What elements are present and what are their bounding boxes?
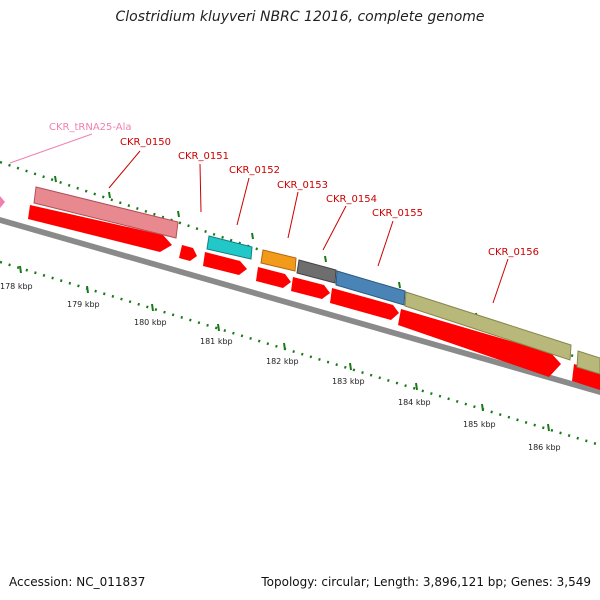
label-leaders bbox=[9, 133, 509, 304]
gene-block-ckr-0156 bbox=[576, 350, 600, 375]
major-tick bbox=[19, 265, 22, 274]
cds-arrow bbox=[398, 309, 561, 377]
leader-line-ckr-0154 bbox=[322, 205, 347, 251]
kbp-label: 184 kbp bbox=[398, 398, 431, 407]
gene-label-ckr-0153: CKR_0153 bbox=[277, 180, 328, 191]
leader-line-trna bbox=[9, 133, 93, 164]
major-tick bbox=[151, 303, 154, 312]
cds-track bbox=[28, 205, 600, 390]
major-tick bbox=[108, 191, 111, 199]
major-tick bbox=[415, 382, 418, 391]
gene-label-ckr-0152: CKR_0152 bbox=[229, 165, 280, 176]
gene-label-ckr-0156: CKR_0156 bbox=[488, 247, 539, 258]
major-tick bbox=[324, 255, 327, 263]
genome-backbone bbox=[0, 217, 600, 395]
major-tick bbox=[349, 362, 352, 371]
leader-line-ckr-0150 bbox=[108, 150, 141, 189]
kbp-label: 182 kbp bbox=[266, 357, 299, 366]
trna-marker bbox=[0, 196, 5, 208]
gene-block-ckr-0155 bbox=[404, 291, 572, 361]
inner-tick-track bbox=[0, 260, 600, 447]
major-tick bbox=[177, 210, 180, 218]
accession-text: Accession: NC_011837 bbox=[9, 575, 146, 589]
leader-line-ckr-0156 bbox=[492, 258, 509, 304]
cds-arrow bbox=[28, 205, 172, 252]
gene-features bbox=[33, 186, 600, 375]
kbp-label: 180 kbp bbox=[134, 318, 167, 327]
cds-arrow bbox=[203, 252, 247, 275]
kbp-label: 181 kbp bbox=[200, 337, 233, 346]
cds-arrow bbox=[179, 245, 197, 261]
cds-arrow bbox=[330, 288, 399, 320]
major-tick bbox=[547, 423, 550, 432]
cds-arrow bbox=[256, 267, 291, 288]
gene-block-ckr-0151 bbox=[206, 235, 253, 260]
kbp-label: 179 kbp bbox=[67, 300, 100, 309]
major-tick bbox=[251, 232, 254, 240]
major-tick bbox=[217, 323, 220, 332]
gene-block-ckr-0153 bbox=[296, 259, 337, 284]
kbp-label: 178 kbp bbox=[0, 282, 33, 291]
major-tick bbox=[283, 342, 286, 351]
gene-label-ckr-0154: CKR_0154 bbox=[326, 194, 377, 205]
gene-block-ckr-0150 bbox=[33, 186, 179, 239]
kbp-label: 183 kbp bbox=[332, 377, 365, 386]
gene-label-ckr-0155: CKR_0155 bbox=[372, 208, 423, 219]
gene-block-ckr-0152 bbox=[260, 249, 297, 272]
leader-line-ckr-0153 bbox=[287, 191, 299, 239]
gene-block-ckr-0154 bbox=[335, 270, 406, 306]
major-tick bbox=[86, 285, 89, 294]
kbp-label: 186 kbp bbox=[528, 443, 561, 452]
map-title: Clostridium kluyveri NBRC 12016, complet… bbox=[115, 9, 485, 25]
leader-line-ckr-0152 bbox=[236, 177, 250, 226]
major-tick bbox=[398, 281, 401, 289]
gene-label-ckr-0150: CKR_0150 bbox=[120, 137, 171, 148]
leader-line-ckr-0155 bbox=[377, 220, 394, 267]
gene-label-ckr-0151: CKR_0151 bbox=[178, 151, 229, 162]
kbp-labels: 178 kbp 179 kbp 180 kbp 181 kbp 182 kbp … bbox=[0, 282, 561, 452]
trna-label: CKR_tRNA25-Ala bbox=[49, 122, 132, 133]
leader-line-ckr-0151 bbox=[199, 163, 202, 213]
cds-arrow bbox=[291, 277, 330, 299]
major-tick bbox=[481, 403, 484, 412]
major-tick bbox=[54, 175, 57, 183]
genome-summary-text: Topology: circular; Length: 3,896,121 bp… bbox=[261, 575, 591, 589]
kbp-label: 185 kbp bbox=[463, 420, 496, 429]
